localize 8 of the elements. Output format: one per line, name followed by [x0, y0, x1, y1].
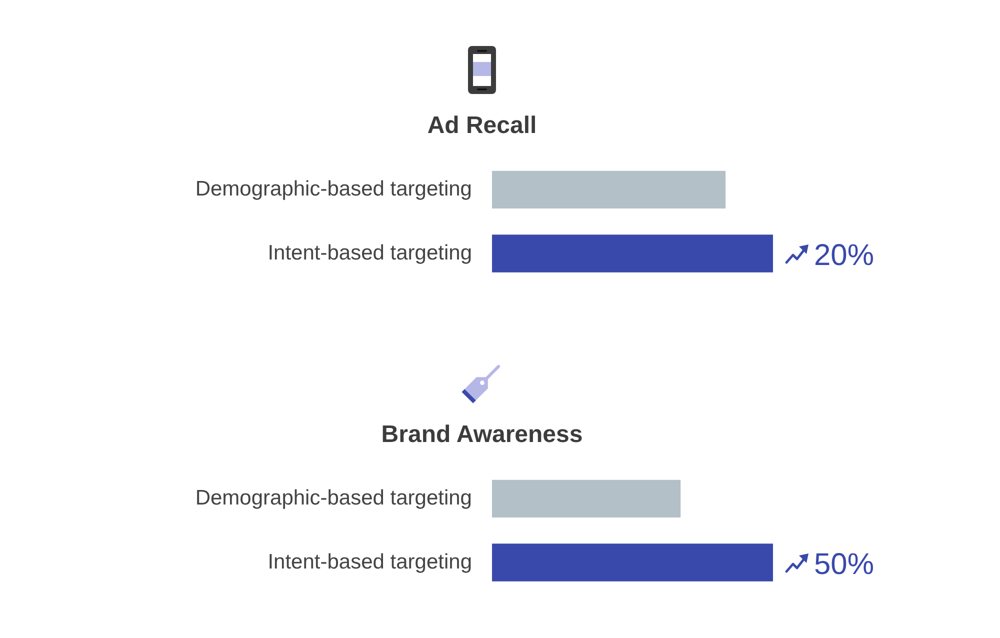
y-tick-label: Demographic-based targeting [195, 177, 472, 200]
chart-title: Ad Recall [427, 112, 537, 140]
y-tick-label: Intent-based targeting [268, 241, 472, 264]
annotation: 20% [814, 238, 874, 272]
chart-title: Brand Awareness [381, 421, 583, 448]
annotation: 50% [814, 548, 874, 581]
y-tick-label: Intent-based targeting [268, 550, 472, 574]
y-tick-label: Demographic-based targeting [195, 486, 472, 510]
